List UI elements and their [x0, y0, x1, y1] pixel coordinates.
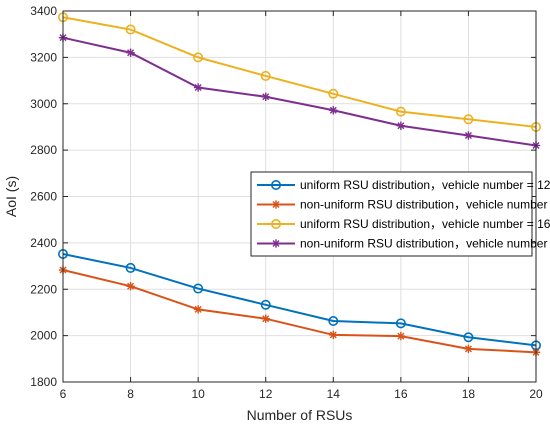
star-stroke — [127, 282, 135, 290]
y-tick-label: 2600 — [30, 190, 57, 204]
data-point — [193, 283, 204, 294]
data-point — [328, 88, 339, 99]
y-tick-label: 3400 — [30, 4, 57, 18]
data-point — [395, 318, 406, 329]
x-tick-label: 18 — [462, 387, 476, 401]
data-point — [125, 262, 136, 273]
star-stroke — [397, 122, 405, 130]
y-tick-label: 1800 — [30, 375, 57, 389]
legend-entry: non-uniform RSU distribution，vehicle num… — [257, 237, 550, 251]
data-point — [329, 330, 338, 340]
legend-label: non-uniform RSU distribution，vehicle num… — [300, 198, 550, 212]
series-3 — [57, 12, 541, 132]
data-point — [261, 92, 270, 101]
legend-marker — [270, 219, 281, 230]
data-point — [193, 52, 204, 63]
data-point — [260, 70, 271, 81]
data-point — [395, 106, 406, 117]
data-point — [193, 305, 203, 314]
data-point — [396, 121, 406, 130]
legend-label: non-uniform RSU distribution，vehicle num… — [300, 237, 550, 251]
series-line — [62, 269, 537, 354]
series-line — [62, 253, 537, 347]
data-point — [126, 282, 135, 291]
legend-marker — [271, 239, 281, 248]
data-point — [396, 331, 406, 341]
data-point — [464, 344, 473, 354]
series-2 — [58, 265, 541, 357]
legend-entry: uniform RSU distribution，vehicle number … — [257, 178, 550, 192]
y-tick-label: 2400 — [30, 236, 57, 250]
data-point — [260, 299, 271, 310]
y-tick-label: 3000 — [30, 97, 57, 111]
y-axis-label: AoI (s) — [3, 176, 19, 217]
data-point — [193, 83, 203, 92]
y-tick-label: 2000 — [30, 329, 57, 343]
data-point — [328, 316, 339, 327]
legend-marker — [271, 200, 281, 209]
x-tick-label: 8 — [127, 387, 134, 401]
legend-label: uniform RSU distribution，vehicle number … — [300, 178, 550, 192]
star-stroke — [262, 315, 270, 323]
y-tick-label: 2800 — [30, 143, 57, 157]
star-stroke — [194, 84, 202, 92]
axis-ticks: 6 8 10 12 14 16 18 20 1800 2000 2200 2400 2600 2800 30… — [30, 4, 543, 401]
star-stroke — [464, 132, 472, 140]
y-tick-label: 2200 — [30, 282, 57, 296]
data-point — [261, 314, 270, 323]
legend-marker — [270, 180, 281, 191]
star-stroke — [329, 331, 337, 339]
x-tick-label: 10 — [191, 387, 205, 401]
data-point — [126, 48, 135, 57]
x-tick-label: 6 — [60, 387, 67, 401]
series-4 — [58, 33, 541, 150]
x-tick-label: 14 — [327, 387, 341, 401]
data-point — [464, 131, 473, 140]
y-tick-label: 3200 — [30, 50, 57, 64]
series-line — [62, 36, 537, 147]
series-group — [57, 12, 541, 357]
legend-label: uniform RSU distribution，vehicle number … — [300, 217, 550, 231]
legend-entry: non-uniform RSU distribution，vehicle num… — [257, 198, 550, 212]
x-tick-label: 20 — [529, 387, 543, 401]
data-point — [463, 332, 474, 343]
star-stroke — [397, 332, 405, 340]
data-point — [329, 106, 338, 115]
data-point — [463, 114, 474, 125]
x-tick-label: 16 — [394, 387, 408, 401]
star-stroke — [127, 49, 135, 57]
legend-entry: uniform RSU distribution，vehicle number … — [257, 217, 550, 231]
star-stroke — [464, 345, 472, 353]
star-stroke — [272, 201, 280, 208]
data-point — [125, 24, 136, 35]
legend: uniform RSU distribution，vehicle number … — [250, 171, 550, 257]
legend-box — [250, 171, 533, 257]
star-stroke — [329, 106, 337, 114]
series-line — [62, 16, 537, 128]
star-stroke — [272, 240, 280, 247]
x-tick-label: 12 — [259, 387, 273, 401]
star-stroke — [194, 305, 202, 313]
x-axis-label: Number of RSUs — [247, 407, 353, 423]
star-stroke — [262, 93, 270, 101]
